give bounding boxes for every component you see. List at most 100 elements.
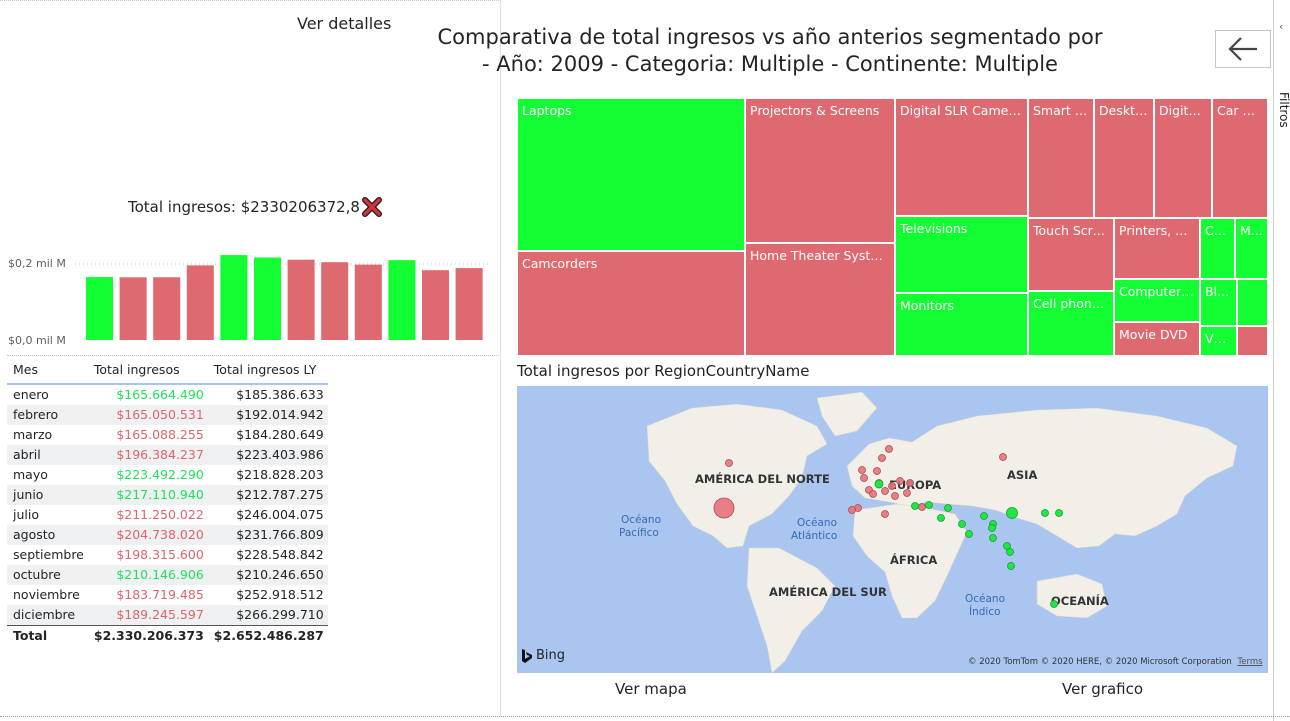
- cell-total-ingresos: $211.250.022: [116, 507, 204, 522]
- map-bubble[interactable]: [958, 520, 966, 528]
- treemap-tile[interactable]: [1237, 279, 1268, 326]
- treemap-tile[interactable]: Bl...: [1200, 279, 1237, 326]
- bar-mayo[interactable]: [220, 255, 248, 340]
- treemap-tile[interactable]: C...: [1200, 218, 1235, 279]
- table-row[interactable]: febrero $165.050.531 $192.014.942: [7, 405, 328, 425]
- treemap-tile[interactable]: Digital SLR Cameras: [895, 98, 1028, 216]
- chevron-left-icon[interactable]: ‹: [1279, 20, 1284, 33]
- table-row[interactable]: julio $211.250.022 $246.004.075: [7, 505, 328, 525]
- treemap-tile[interactable]: Monitors: [895, 293, 1028, 356]
- map-bubble[interactable]: [937, 514, 945, 522]
- table-row[interactable]: enero $165.664.490 $185.386.633: [7, 384, 328, 405]
- title-line-2: - Año: 2009 - Categoria: Multiple - Cont…: [482, 52, 1058, 76]
- bar-septiembre[interactable]: [354, 264, 382, 340]
- treemap-tile[interactable]: M...: [1235, 218, 1268, 279]
- map-bubble[interactable]: [1055, 509, 1063, 517]
- table-row[interactable]: noviembre $183.719.485 $252.918.512: [7, 585, 328, 605]
- treemap-tile[interactable]: Digital...: [1154, 98, 1212, 218]
- bar-junio[interactable]: [254, 257, 281, 340]
- bar-octubre[interactable]: [388, 260, 416, 340]
- treemap-tile[interactable]: Home Theater System: [745, 243, 895, 356]
- map-bubble[interactable]: [848, 506, 856, 514]
- map-bubble[interactable]: [881, 510, 889, 518]
- greenland-landmass: [816, 391, 878, 437]
- map-bubble[interactable]: [965, 530, 973, 538]
- table-row[interactable]: marzo $165.088.255 $184.280.649: [7, 425, 328, 445]
- table-row[interactable]: diciembre $189.245.597 $266.299.710: [7, 605, 328, 626]
- map-bubble[interactable]: [1050, 600, 1058, 608]
- map-bubble[interactable]: [999, 453, 1007, 461]
- col-header-mes[interactable]: Mes: [7, 358, 88, 385]
- map-bubble[interactable]: [906, 479, 914, 487]
- col-header-total-ingresos-ly[interactable]: Total ingresos LY: [207, 358, 328, 385]
- map-bubble[interactable]: [881, 487, 889, 495]
- filters-label: Filtros: [1277, 92, 1290, 128]
- map-bubble[interactable]: [885, 445, 893, 453]
- world-map[interactable]: AMÉRICA DEL NORTE EUROPA ASIA ÁFRICA AMÉ…: [517, 386, 1268, 673]
- map-bubble[interactable]: [888, 482, 896, 490]
- treemap-tile[interactable]: Car Vi...: [1212, 98, 1268, 218]
- bar-abril[interactable]: [186, 265, 214, 340]
- ver-mapa-button[interactable]: Ver mapa: [615, 680, 687, 698]
- map-bubble[interactable]: [1007, 562, 1015, 570]
- treemap-tile[interactable]: Movie DVD: [1114, 322, 1200, 356]
- bar-enero[interactable]: [86, 277, 113, 340]
- treemap-tile[interactable]: Deskto...: [1094, 98, 1154, 218]
- bar-julio[interactable]: [287, 259, 315, 340]
- map-bubble[interactable]: [896, 477, 904, 485]
- treemap-tile[interactable]: Touch Scre...: [1028, 218, 1114, 291]
- treemap-tile[interactable]: Laptops: [517, 98, 745, 251]
- map-bubble[interactable]: [944, 504, 952, 512]
- map-bubble[interactable]: [874, 479, 884, 489]
- bar-marzo[interactable]: [153, 277, 181, 340]
- map-bubble[interactable]: [878, 454, 886, 462]
- treemap-tile[interactable]: Camcorders: [517, 251, 745, 356]
- map-bubble[interactable]: [980, 512, 988, 520]
- map-bubble[interactable]: [873, 467, 881, 475]
- ver-grafico-button[interactable]: Ver grafico: [1062, 680, 1144, 698]
- bar-agosto[interactable]: [321, 262, 349, 340]
- treemap-tile[interactable]: [1237, 326, 1268, 356]
- map-bubble[interactable]: [918, 503, 926, 511]
- filters-pane[interactable]: [1273, 0, 1290, 721]
- table-row[interactable]: septiembre $198.315.600 $228.548.842: [7, 545, 328, 565]
- map-bubble[interactable]: [858, 466, 866, 474]
- treemap-tile[interactable]: Printers, Sc...: [1114, 218, 1200, 279]
- table-row[interactable]: junio $217.110.940 $212.787.275: [7, 485, 328, 505]
- map-bubble[interactable]: [911, 502, 919, 510]
- map-bubble[interactable]: [725, 459, 733, 467]
- map-bubble[interactable]: [713, 497, 735, 519]
- map-bubble[interactable]: [891, 492, 899, 500]
- map-bubble[interactable]: [860, 474, 868, 482]
- treemap-tile[interactable]: Projectors & Screens: [745, 98, 895, 243]
- map-bubble[interactable]: [903, 489, 911, 497]
- map-bubble[interactable]: [869, 490, 877, 498]
- table-row[interactable]: agosto $204.738.020 $231.766.809: [7, 525, 328, 545]
- bing-logo[interactable]: Bing: [521, 648, 565, 663]
- treemap-tile[interactable]: Computers...: [1114, 279, 1200, 322]
- back-button[interactable]: [1215, 30, 1271, 68]
- map-bubble[interactable]: [1003, 542, 1011, 550]
- map-bubble[interactable]: [1006, 507, 1018, 519]
- map-bubble[interactable]: [1041, 509, 1049, 517]
- map-bubble[interactable]: [988, 524, 996, 532]
- col-header-total-ingresos[interactable]: Total ingresos: [87, 358, 208, 385]
- table-row[interactable]: octubre $210.146.906 $210.246.650: [7, 565, 328, 585]
- map-bubble[interactable]: [925, 501, 933, 509]
- label-ocean-atlantic-2: Atlántico: [791, 530, 837, 542]
- terms-link[interactable]: Terms: [1237, 657, 1263, 667]
- treemap-tile[interactable]: Cell phone...: [1028, 291, 1114, 356]
- map-bubble[interactable]: [989, 534, 997, 542]
- bar-diciembre[interactable]: [455, 268, 483, 340]
- label-africa: ÁFRICA: [890, 552, 937, 567]
- map-bubble[interactable]: [1006, 548, 1014, 556]
- arrow-left-icon: [1228, 37, 1257, 61]
- treemap-tile[interactable]: Smart p...: [1028, 98, 1094, 218]
- table-row[interactable]: mayo $223.492.290 $218.828.203: [7, 465, 328, 485]
- bar-febrero[interactable]: [119, 277, 147, 340]
- treemap-tile[interactable]: VC...: [1200, 326, 1237, 356]
- bar-noviembre[interactable]: [422, 270, 449, 340]
- ver-detalles-button[interactable]: Ver detalles: [297, 14, 392, 33]
- table-row[interactable]: abril $196.384.237 $223.403.986: [7, 445, 328, 465]
- treemap-tile[interactable]: Televisions: [895, 216, 1028, 293]
